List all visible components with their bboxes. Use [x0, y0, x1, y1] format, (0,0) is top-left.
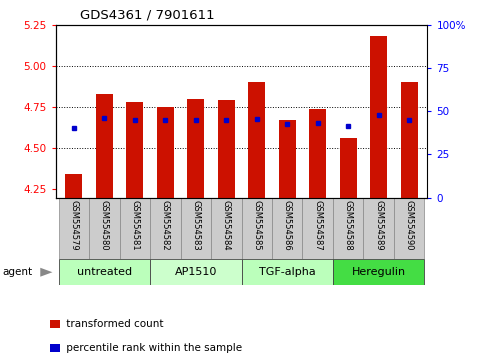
Bar — [218, 101, 235, 198]
Bar — [363, 198, 394, 259]
Bar — [394, 198, 425, 259]
Bar — [401, 82, 417, 198]
Bar — [120, 198, 150, 259]
Bar — [248, 82, 265, 198]
Bar — [242, 198, 272, 259]
Bar — [333, 198, 363, 259]
Text: GSM554585: GSM554585 — [252, 200, 261, 251]
Bar — [340, 138, 356, 198]
Bar — [279, 120, 296, 198]
Text: GDS4361 / 7901611: GDS4361 / 7901611 — [80, 8, 214, 21]
Text: GSM554583: GSM554583 — [191, 200, 200, 251]
Text: GSM554584: GSM554584 — [222, 200, 231, 251]
Bar — [187, 99, 204, 198]
Bar — [370, 36, 387, 198]
Text: AP1510: AP1510 — [174, 267, 217, 277]
Bar — [157, 107, 174, 198]
Bar — [309, 109, 326, 198]
Bar — [127, 102, 143, 198]
Text: GSM554579: GSM554579 — [70, 200, 78, 251]
Bar — [58, 198, 89, 259]
Text: GSM554580: GSM554580 — [100, 200, 109, 251]
Bar — [333, 259, 425, 285]
Bar — [150, 259, 242, 285]
Text: GSM554589: GSM554589 — [374, 200, 383, 251]
Text: GSM554586: GSM554586 — [283, 200, 292, 251]
Bar — [96, 94, 113, 198]
Bar — [66, 175, 82, 198]
Text: agent: agent — [2, 267, 32, 277]
Bar — [58, 259, 150, 285]
Text: GSM554588: GSM554588 — [344, 200, 353, 251]
Bar — [211, 198, 242, 259]
Text: percentile rank within the sample: percentile rank within the sample — [63, 343, 242, 353]
Text: Heregulin: Heregulin — [352, 267, 406, 277]
Text: GSM554590: GSM554590 — [405, 200, 413, 251]
Bar — [150, 198, 181, 259]
Text: untreated: untreated — [77, 267, 132, 277]
Bar — [89, 198, 120, 259]
Text: GSM554587: GSM554587 — [313, 200, 322, 251]
Bar — [181, 198, 211, 259]
Text: transformed count: transformed count — [63, 319, 163, 329]
Text: GSM554582: GSM554582 — [161, 200, 170, 251]
Bar — [272, 198, 302, 259]
Text: GSM554581: GSM554581 — [130, 200, 139, 251]
Bar — [302, 198, 333, 259]
Bar — [242, 259, 333, 285]
Text: TGF-alpha: TGF-alpha — [259, 267, 315, 277]
Polygon shape — [40, 268, 53, 277]
